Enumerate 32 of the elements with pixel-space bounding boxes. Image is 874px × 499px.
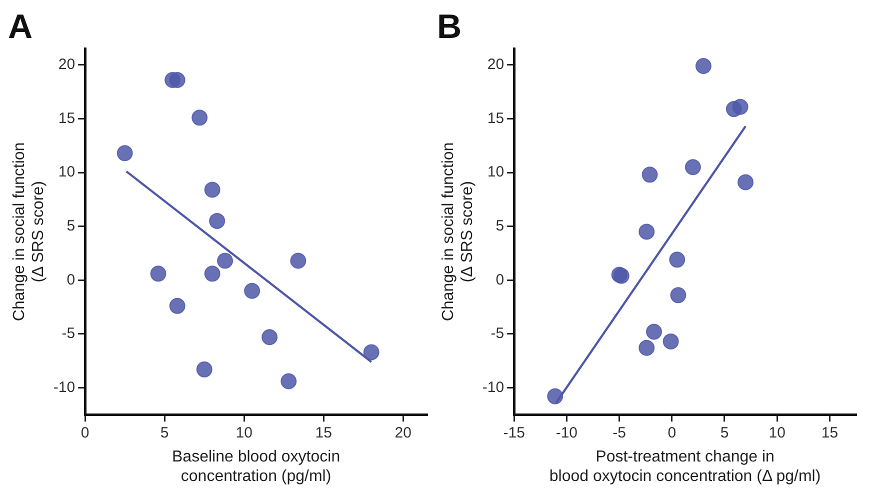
y-tick-label: -5 [490, 325, 504, 342]
x-tick-label: -15 [503, 424, 525, 442]
y-tick-label: 0 [496, 271, 504, 288]
x-axis-title: Post-treatment change in blood oxytocin concentration (Δ pg/ml) [549, 448, 821, 485]
x-tick-label: 15 [315, 424, 332, 442]
chart-title: A [8, 8, 33, 46]
y-tick-label: -10 [482, 378, 504, 396]
x-tick-label: 15 [821, 424, 838, 442]
x-tick-label: 0 [668, 424, 676, 442]
y-tick-label: 10 [58, 164, 76, 181]
x-tick-label: -10 [556, 424, 578, 442]
x-tick-label: 20 [394, 424, 412, 442]
y-tick-label: 20 [58, 56, 76, 74]
y-axis-title: Change in social function (Δ SRS score) [11, 142, 48, 322]
y-tick-label: 15 [58, 110, 76, 127]
y-tick-label: 20 [487, 56, 504, 74]
y-tick-label: 10 [487, 164, 504, 181]
x-tick-label: -5 [612, 424, 626, 442]
x-tick-label: 10 [236, 424, 252, 442]
x-tick-label: 5 [160, 424, 169, 442]
y-tick-label: 5 [66, 217, 76, 234]
y-tick-label: -10 [53, 378, 76, 396]
chart-title: B [437, 8, 462, 46]
x-tick-label: 0 [80, 424, 90, 442]
y-tick-label: 15 [487, 110, 504, 127]
x-tick-label: 10 [768, 424, 786, 442]
x-axis-title: Baseline blood oxytocin concentration (pg/ml) [172, 448, 340, 485]
y-tick-label: 0 [66, 271, 76, 288]
y-tick-label: 5 [496, 217, 504, 234]
y-axis-title: Change in social function (Δ SRS score) [440, 142, 476, 322]
x-tick-label: 5 [720, 424, 729, 442]
y-tick-label: -5 [62, 325, 76, 342]
